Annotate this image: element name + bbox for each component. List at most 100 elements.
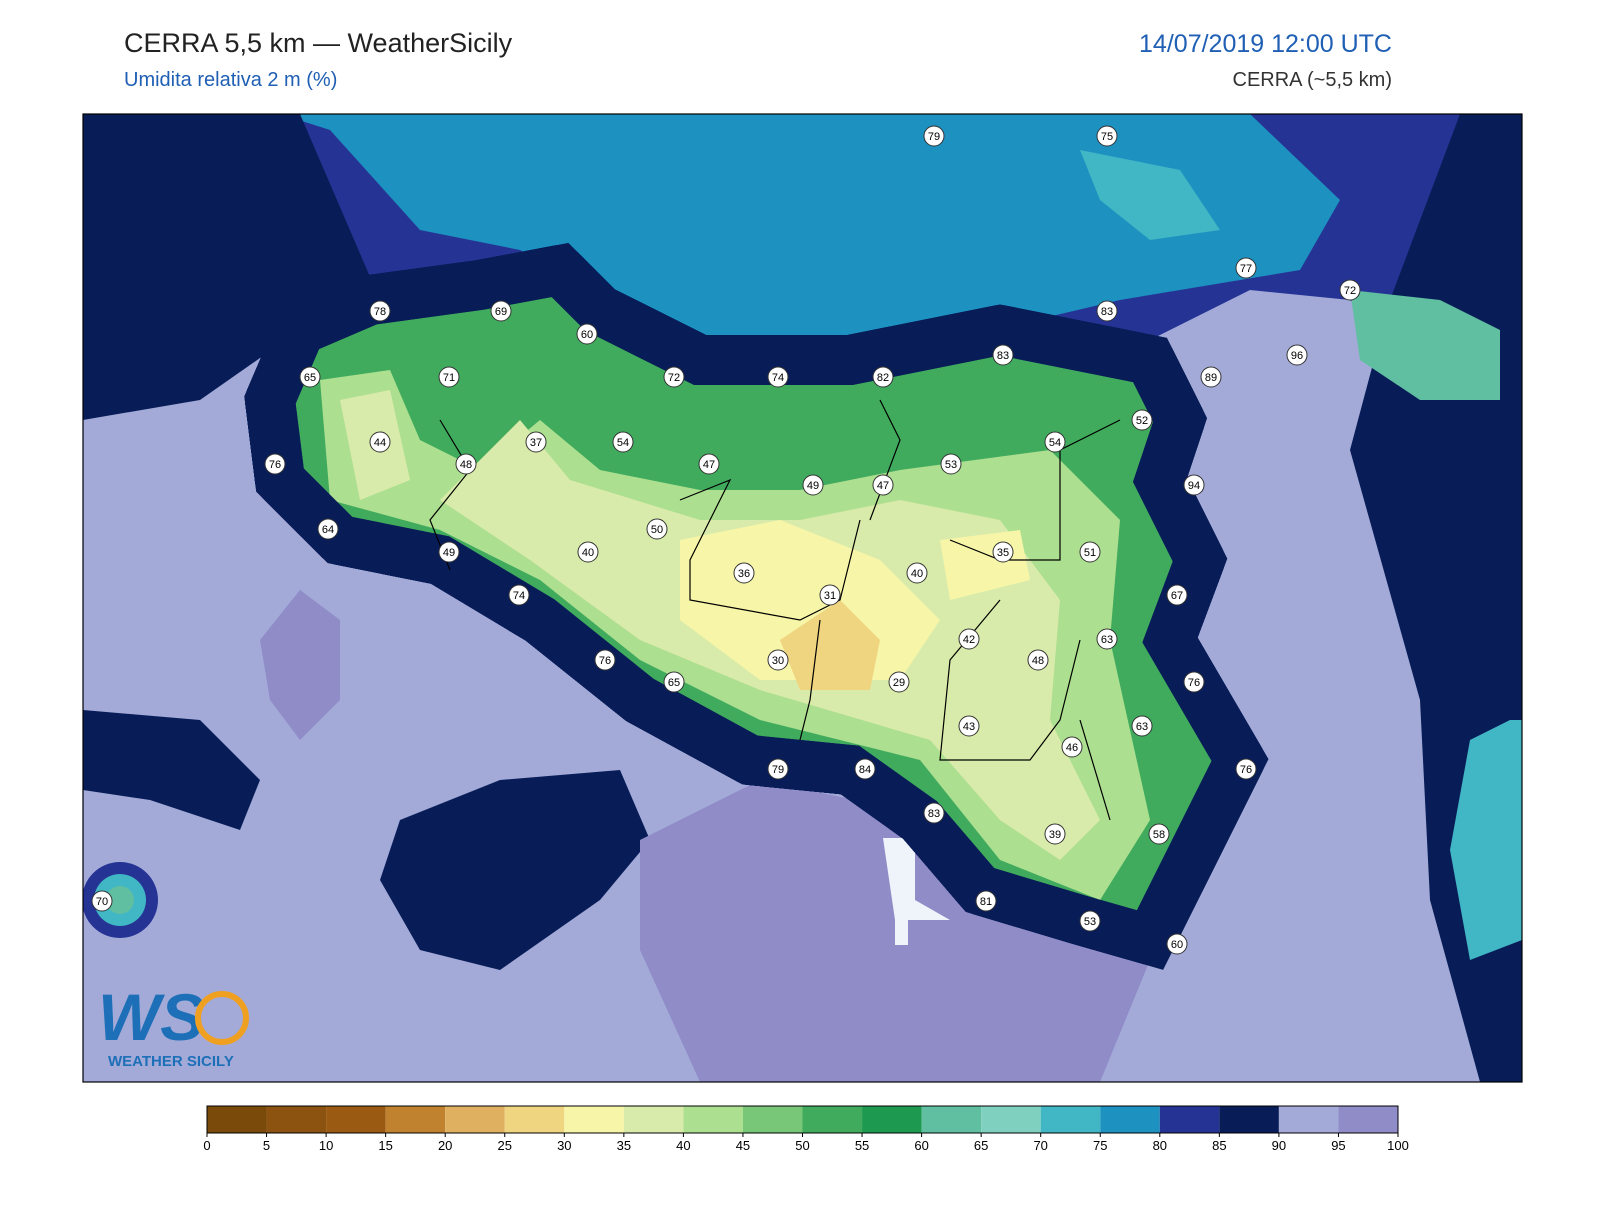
station-value: 76 bbox=[269, 459, 281, 471]
station-value: 96 bbox=[1291, 350, 1303, 362]
station-marker bbox=[576, 323, 598, 345]
station-value: 74 bbox=[513, 590, 525, 602]
station-marker bbox=[1096, 125, 1118, 147]
colorbar-segment bbox=[504, 1106, 565, 1133]
logo-text: WEATHER SICILY bbox=[108, 1053, 234, 1070]
colorbar-tick-label: 70 bbox=[1033, 1138, 1047, 1153]
station-marker bbox=[438, 366, 460, 388]
station-marker bbox=[1235, 257, 1257, 279]
colorbar-tick-label: 50 bbox=[795, 1138, 809, 1153]
station-value: 65 bbox=[304, 372, 316, 384]
station-value: 54 bbox=[617, 437, 629, 449]
colorbar-segment bbox=[1100, 1106, 1160, 1133]
colorbar-tick-label: 65 bbox=[974, 1138, 988, 1153]
source: CERRA (~5,5 km) bbox=[1233, 69, 1392, 91]
logo: WS WEATHER SICILY bbox=[98, 980, 249, 1070]
colorbar-tick-label: 90 bbox=[1272, 1138, 1286, 1153]
station-marker bbox=[369, 300, 391, 322]
colorbar-tick-label: 95 bbox=[1331, 1138, 1345, 1153]
colorbar-tick-label: 55 bbox=[855, 1138, 869, 1153]
station-marker bbox=[490, 300, 512, 322]
station-value: 83 bbox=[1101, 306, 1113, 318]
station-value: 49 bbox=[807, 480, 819, 492]
station-marker bbox=[1027, 649, 1049, 671]
station-value: 52 bbox=[1136, 415, 1148, 427]
station-marker bbox=[577, 541, 599, 563]
station-value: 36 bbox=[738, 568, 750, 580]
colorbar-segment bbox=[207, 1106, 267, 1133]
station-value: 63 bbox=[1101, 634, 1113, 646]
station-value: 60 bbox=[1171, 939, 1183, 951]
station-value: 79 bbox=[772, 764, 784, 776]
station-marker bbox=[923, 802, 945, 824]
station-marker bbox=[1044, 431, 1066, 453]
station-value: 65 bbox=[668, 677, 680, 689]
station-value: 40 bbox=[582, 547, 594, 559]
station-value: 46 bbox=[1066, 742, 1078, 754]
colorbar-segment bbox=[623, 1106, 684, 1133]
station-value: 58 bbox=[1153, 829, 1165, 841]
stations: 79 75 78 69 60 77 72 83 83 96 65 71 72 74 82 89 52 44 37 54… bbox=[91, 125, 1361, 955]
station-value: 35 bbox=[997, 547, 1009, 559]
colorbar-segment bbox=[1338, 1106, 1398, 1133]
station-marker bbox=[299, 366, 321, 388]
station-marker bbox=[854, 758, 876, 780]
colorbar-segment bbox=[445, 1106, 505, 1133]
station-marker bbox=[958, 715, 980, 737]
svg-text:WS: WS bbox=[98, 980, 204, 1054]
colorbar-tick-label: 25 bbox=[498, 1138, 512, 1153]
colorbar-tick-label: 10 bbox=[319, 1138, 333, 1153]
station-value: 70 bbox=[96, 896, 108, 908]
station-value: 82 bbox=[877, 372, 889, 384]
station-value: 64 bbox=[322, 524, 334, 536]
station-value: 48 bbox=[1032, 655, 1044, 667]
station-marker bbox=[525, 431, 547, 453]
station-value: 71 bbox=[443, 372, 455, 384]
colorbar-tick-label: 30 bbox=[557, 1138, 571, 1153]
station-marker bbox=[698, 453, 720, 475]
station-marker bbox=[1200, 366, 1222, 388]
station-value: 42 bbox=[963, 634, 975, 646]
station-marker bbox=[317, 518, 339, 540]
station-value: 76 bbox=[599, 655, 611, 667]
station-marker bbox=[1183, 474, 1205, 496]
colorbar-tick-label: 45 bbox=[736, 1138, 750, 1153]
station-marker bbox=[1061, 736, 1083, 758]
colorbar-segment bbox=[1219, 1106, 1279, 1133]
station-marker bbox=[91, 890, 113, 912]
subtitle: Umidita relativa 2 m (%) bbox=[124, 69, 337, 91]
station-marker bbox=[1183, 671, 1205, 693]
station-value: 89 bbox=[1205, 372, 1217, 384]
station-value: 50 bbox=[651, 524, 663, 536]
colorbar-tick-label: 60 bbox=[914, 1138, 928, 1153]
colorbar-tick-label: 5 bbox=[263, 1138, 270, 1153]
station-value: 72 bbox=[1344, 285, 1356, 297]
datetime: 14/07/2019 12:00 UTC bbox=[1139, 30, 1392, 58]
colorbar: 0 5 10 15 20 25 30 35 40 45 50 55 60 65 70 75 80 85 90 95 10… bbox=[203, 1105, 1409, 1153]
station-marker bbox=[594, 649, 616, 671]
station-value: 60 bbox=[581, 329, 593, 341]
station-value: 47 bbox=[877, 480, 889, 492]
station-marker bbox=[1286, 344, 1308, 366]
colorbar-segment bbox=[326, 1106, 386, 1133]
colorbar-segment bbox=[1040, 1106, 1101, 1133]
station-marker bbox=[1096, 628, 1118, 650]
station-value: 84 bbox=[859, 764, 871, 776]
colorbar-tick-label: 85 bbox=[1212, 1138, 1226, 1153]
station-value: 77 bbox=[1240, 263, 1252, 275]
station-marker bbox=[923, 125, 945, 147]
station-marker bbox=[1166, 933, 1188, 955]
colorbar-tick-label: 20 bbox=[438, 1138, 452, 1153]
colorbar-segment bbox=[1278, 1106, 1339, 1133]
colorbar-segment bbox=[921, 1106, 982, 1133]
station-marker bbox=[1148, 823, 1170, 845]
station-value: 37 bbox=[530, 437, 542, 449]
colorbar-segment bbox=[802, 1106, 863, 1133]
station-value: 30 bbox=[772, 655, 784, 667]
station-marker bbox=[992, 541, 1014, 563]
station-value: 94 bbox=[1188, 480, 1200, 492]
station-marker bbox=[369, 431, 391, 453]
station-value: 48 bbox=[460, 459, 472, 471]
station-marker bbox=[1235, 758, 1257, 780]
station-value: 74 bbox=[772, 372, 784, 384]
